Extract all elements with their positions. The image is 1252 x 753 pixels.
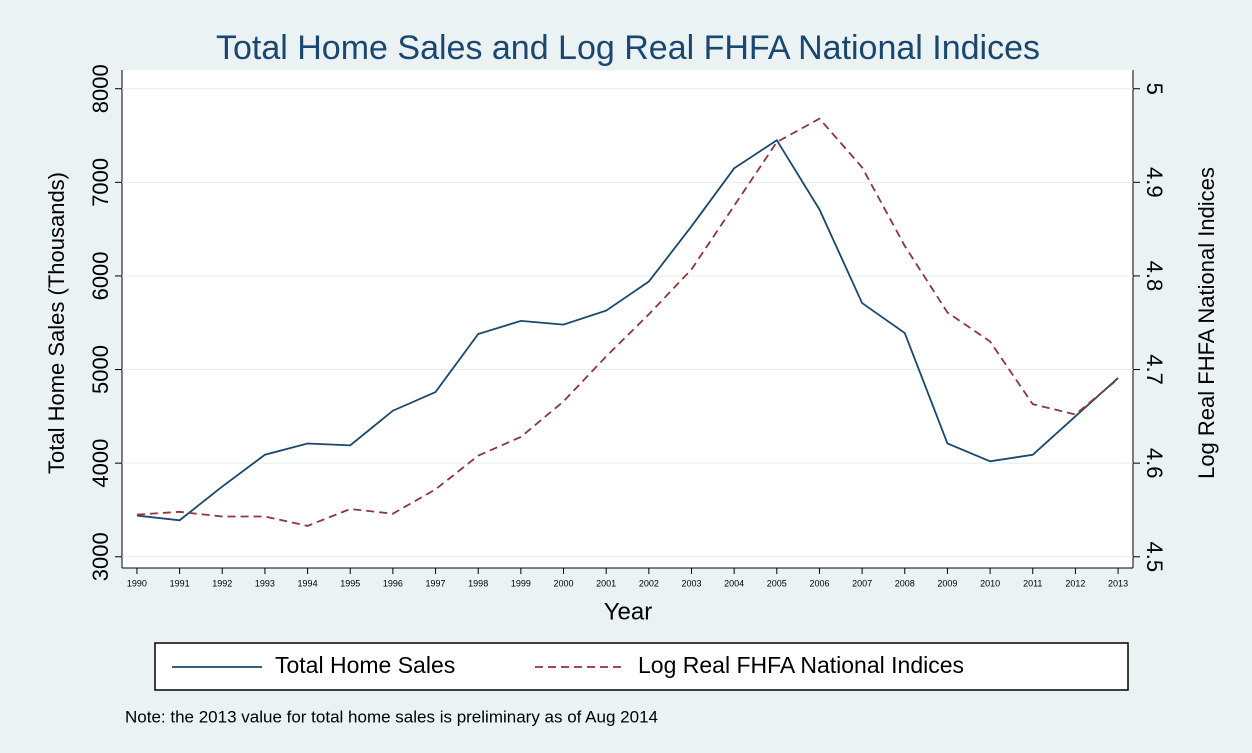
x-tick-label: 1998 <box>468 578 488 588</box>
y2-tick-label: 4.9 <box>1142 167 1167 198</box>
y-tick-label: 4000 <box>88 439 113 488</box>
x-tick-label: 2008 <box>895 578 915 588</box>
y2-axis-label: Log Real FHFA National Indices <box>1194 167 1219 479</box>
y2-tick-label: 5 <box>1142 83 1167 95</box>
y-axis-label: Total Home Sales (Thousands) <box>44 172 69 474</box>
x-tick-label: 1994 <box>298 578 318 588</box>
x-tick-label: 2001 <box>596 578 616 588</box>
x-tick-label: 1992 <box>212 578 232 588</box>
x-tick-label: 2006 <box>809 578 829 588</box>
plot-area <box>122 70 1133 568</box>
chart-title: Total Home Sales and Log Real FHFA Natio… <box>216 29 1040 67</box>
y-tick-label: 3000 <box>88 532 113 581</box>
x-tick-label: 1993 <box>255 578 275 588</box>
x-tick-label: 1999 <box>511 578 531 588</box>
y-tick-label: 6000 <box>88 251 113 300</box>
x-tick-label: 1997 <box>426 578 446 588</box>
x-tick-label: 1990 <box>127 578 147 588</box>
data-line <box>136 117 1119 527</box>
y2-tick-label: 4.7 <box>1142 354 1167 385</box>
x-tick-label: 2004 <box>724 578 744 588</box>
x-tick-label: 2005 <box>767 578 787 588</box>
x-tick-label: 2000 <box>553 578 573 588</box>
y2-tick-label: 4.5 <box>1142 541 1167 572</box>
x-tick-label: 2012 <box>1065 578 1085 588</box>
x-tick-label: 2011 <box>1023 578 1042 588</box>
note: Note: the 2013 value for total home sale… <box>125 707 658 726</box>
x-tick-label: 1991 <box>170 578 190 588</box>
x-tick-label: 2007 <box>852 578 872 588</box>
data-line <box>136 138 1119 522</box>
y-tick-label: 7000 <box>88 158 113 207</box>
y2-tick-label: 4.6 <box>1142 448 1167 479</box>
x-tick-label: 1996 <box>383 578 403 588</box>
legend <box>154 642 1129 691</box>
x-tick-label: 2010 <box>980 578 1000 588</box>
x-tick-label: 1995 <box>340 578 360 588</box>
legend-label: Total Home Sales <box>275 652 455 678</box>
y-tick-label: 8000 <box>88 64 113 113</box>
x-tick-label: 2002 <box>639 578 659 588</box>
x-axis-label: Year <box>604 598 653 625</box>
legend-label: Log Real FHFA National Indices <box>638 652 964 678</box>
x-tick-label: 2009 <box>937 578 957 588</box>
x-tick-label: 2003 <box>681 578 701 588</box>
y-tick-label: 5000 <box>88 345 113 394</box>
x-tick-label: 2013 <box>1108 578 1128 588</box>
y2-tick-label: 4.8 <box>1142 261 1167 292</box>
